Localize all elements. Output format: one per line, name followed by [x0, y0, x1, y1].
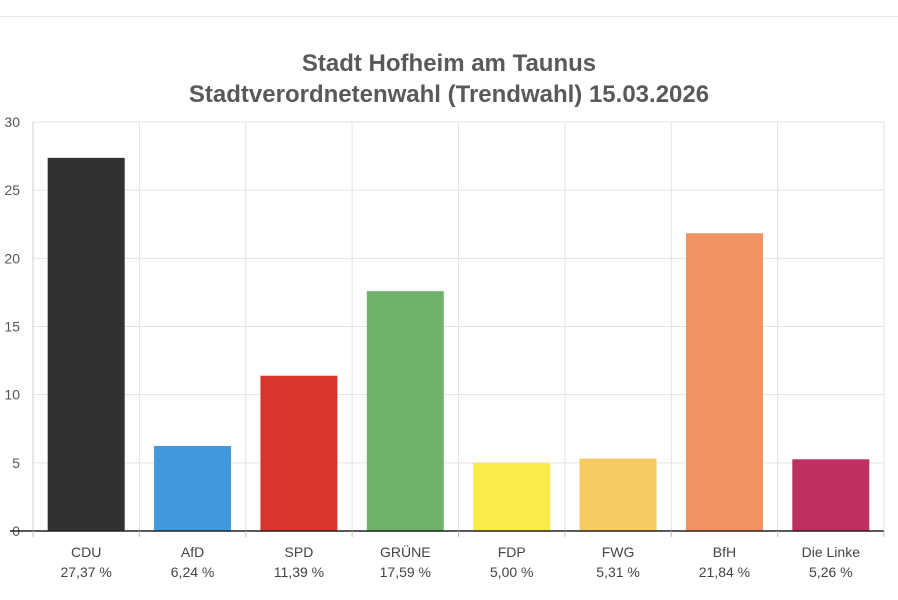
bar-grüne	[366, 291, 444, 531]
x-category-label: AfD	[181, 544, 204, 560]
bar-cdu	[47, 157, 125, 532]
y-tick-label: 15	[4, 319, 20, 335]
bar-bfh	[685, 233, 763, 532]
bar-fdp	[473, 462, 551, 531]
chart-subtitle: Stadtverordnetenwahl (Trendwahl) 15.03.2…	[188, 81, 710, 108]
bar-die-linke	[792, 459, 870, 531]
bar-afd	[154, 445, 232, 531]
y-tick-label: 10	[4, 387, 20, 403]
chart-title: Stadt Hofheim am Taunus	[301, 50, 597, 77]
x-category-label: FWG	[602, 544, 635, 560]
x-value-label: 5,26 %	[809, 564, 853, 580]
x-axis: CDU 27,37 % AfD 6,24 % SPD 11,39 % GRÜNE 17,59 …	[10, 530, 885, 580]
x-category-label: CDU	[71, 544, 101, 560]
x-value-label: 6,24 %	[171, 564, 215, 580]
bar-fwg	[579, 458, 657, 531]
x-category-label: SPD	[285, 544, 314, 560]
x-category-label: BfH	[713, 544, 736, 560]
top-divider	[0, 16, 898, 17]
x-category-label: GRÜNE	[380, 543, 431, 560]
x-value-label: 17,59 %	[380, 564, 431, 580]
x-category-label: Die Linke	[802, 544, 861, 560]
x-value-label: 5,00 %	[490, 564, 534, 580]
y-tick-label: 20	[4, 250, 20, 266]
x-value-label: 21,84 %	[699, 564, 750, 580]
y-tick-label: 30	[4, 114, 20, 130]
x-value-label: 11,39 %	[274, 564, 324, 580]
y-tick-label: 25	[4, 182, 20, 198]
x-category-label: FDP	[498, 544, 526, 560]
bars	[47, 157, 870, 532]
y-tick-label: 5	[12, 455, 20, 471]
bar-spd	[260, 375, 338, 531]
chart-title-block: Stadt Hofheim am Taunus Stadtverordneten…	[0, 48, 898, 110]
x-value-label: 27,37 %	[61, 564, 112, 580]
x-value-label: 5,31 %	[596, 564, 640, 580]
